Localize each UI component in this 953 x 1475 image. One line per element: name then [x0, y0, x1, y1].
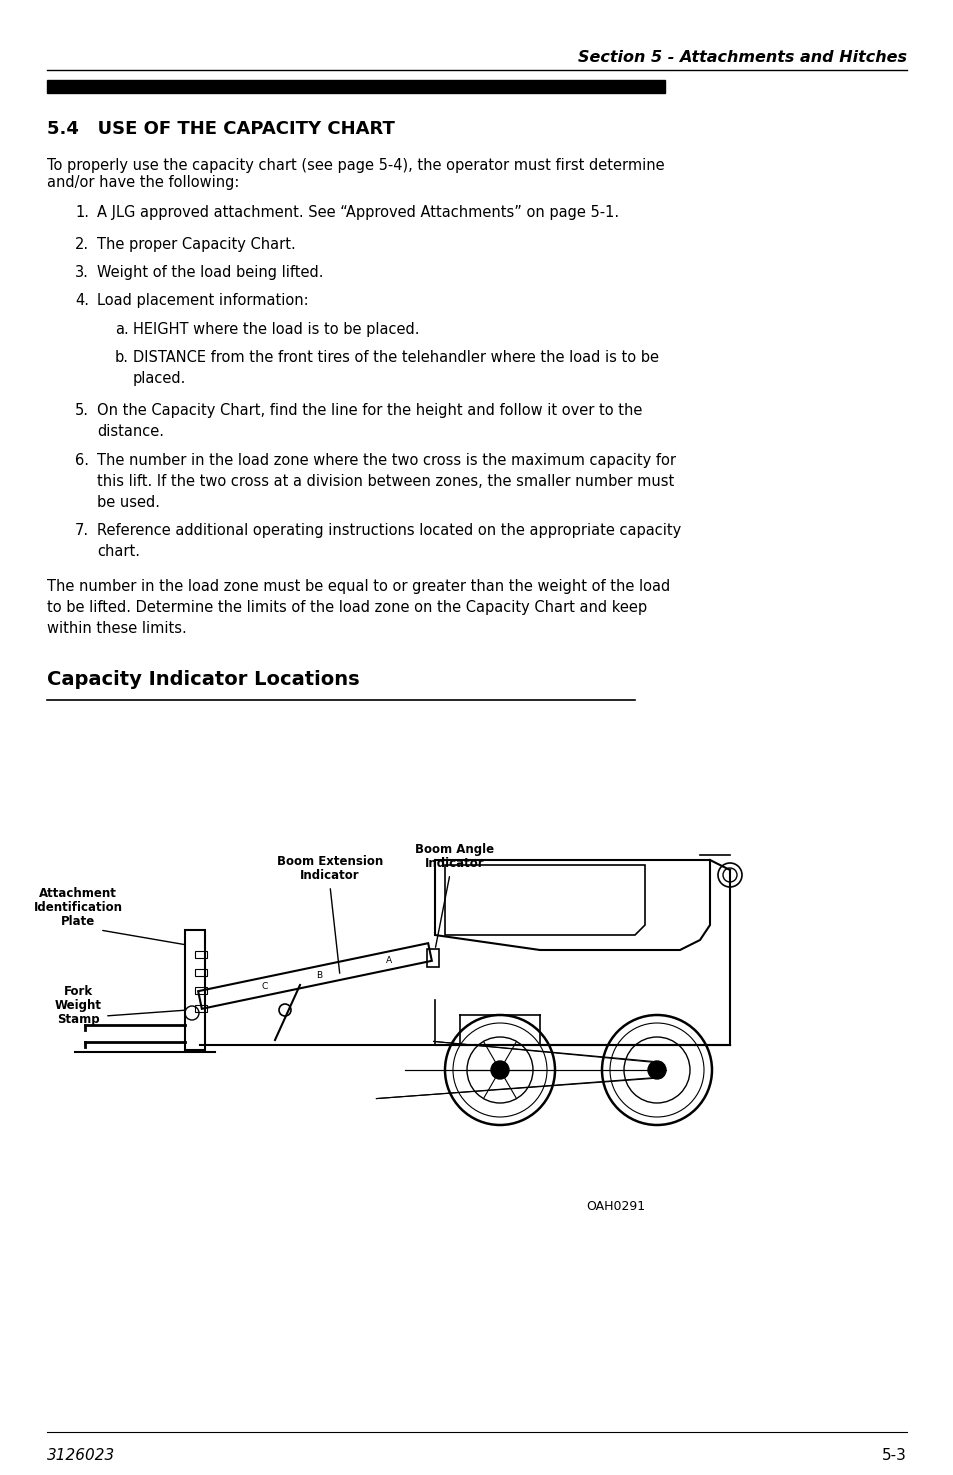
Text: A: A [385, 956, 392, 965]
Bar [427, 948, 438, 968]
Text: be used.: be used. [97, 496, 160, 510]
Text: Attachment: Attachment [39, 886, 117, 900]
Text: Boom Extension: Boom Extension [276, 855, 383, 867]
Bar [185, 931, 205, 1050]
Text: Stamp: Stamp [56, 1013, 99, 1027]
Text: OAH0291: OAH0291 [585, 1201, 644, 1212]
Text: distance.: distance. [97, 423, 164, 440]
Circle shape [647, 1061, 665, 1080]
Text: b.: b. [115, 350, 129, 364]
Text: to be lifted. Determine the limits of the load zone on the Capacity Chart and ke: to be lifted. Determine the limits of th… [47, 600, 646, 615]
Text: To properly use the capacity chart (see page 5-4), the operator must first deter: To properly use the capacity chart (see … [47, 158, 664, 190]
Text: Indicator: Indicator [425, 857, 484, 870]
Circle shape [491, 1061, 509, 1080]
Text: Indicator: Indicator [300, 869, 359, 882]
Text: The number in the load zone where the two cross is the maximum capacity for: The number in the load zone where the tw… [97, 453, 676, 468]
Text: Weight of the load being lifted.: Weight of the load being lifted. [97, 266, 323, 280]
Text: 5-3: 5-3 [882, 1447, 906, 1463]
Text: B: B [316, 971, 322, 979]
Text: Boom Angle: Boom Angle [415, 844, 494, 856]
Text: C: C [261, 982, 267, 991]
Text: 3.: 3. [75, 266, 89, 280]
Text: 5.4   USE OF THE CAPACITY CHART: 5.4 USE OF THE CAPACITY CHART [47, 119, 395, 139]
Bar [194, 987, 207, 994]
Text: Reference additional operating instructions located on the appropriate capacity: Reference additional operating instructi… [97, 524, 680, 538]
Text: 3126023: 3126023 [47, 1447, 115, 1463]
Text: On the Capacity Chart, find the line for the height and follow it over to the: On the Capacity Chart, find the line for… [97, 403, 641, 417]
Text: Weight: Weight [54, 999, 101, 1012]
Text: 1.: 1. [75, 205, 89, 220]
Text: 2.: 2. [75, 237, 89, 252]
Text: Capacity Indicator Locations: Capacity Indicator Locations [47, 670, 359, 689]
Bar [194, 1004, 207, 1012]
Text: 7.: 7. [75, 524, 89, 538]
Text: 6.: 6. [75, 453, 89, 468]
Text: Fork: Fork [63, 985, 92, 999]
Text: Plate: Plate [61, 914, 95, 928]
Bar [194, 951, 207, 957]
Bar [47, 80, 664, 93]
Text: The proper Capacity Chart.: The proper Capacity Chart. [97, 237, 295, 252]
Text: Section 5 - Attachments and Hitches: Section 5 - Attachments and Hitches [578, 50, 906, 65]
Text: placed.: placed. [132, 372, 186, 386]
Text: this lift. If the two cross at a division between zones, the smaller number must: this lift. If the two cross at a divisio… [97, 473, 674, 490]
Text: The number in the load zone must be equal to or greater than the weight of the l: The number in the load zone must be equa… [47, 580, 670, 594]
Bar [194, 969, 207, 976]
Text: Load placement information:: Load placement information: [97, 294, 309, 308]
Text: 5.: 5. [75, 403, 89, 417]
Text: DISTANCE from the front tires of the telehandler where the load is to be: DISTANCE from the front tires of the tel… [132, 350, 659, 364]
Text: a.: a. [115, 322, 129, 336]
Text: chart.: chart. [97, 544, 140, 559]
Text: Identification: Identification [33, 901, 122, 914]
Text: 4.: 4. [75, 294, 89, 308]
Text: HEIGHT where the load is to be placed.: HEIGHT where the load is to be placed. [132, 322, 419, 336]
Text: A JLG approved attachment. See “Approved Attachments” on page 5-1.: A JLG approved attachment. See “Approved… [97, 205, 618, 220]
Text: within these limits.: within these limits. [47, 621, 187, 636]
